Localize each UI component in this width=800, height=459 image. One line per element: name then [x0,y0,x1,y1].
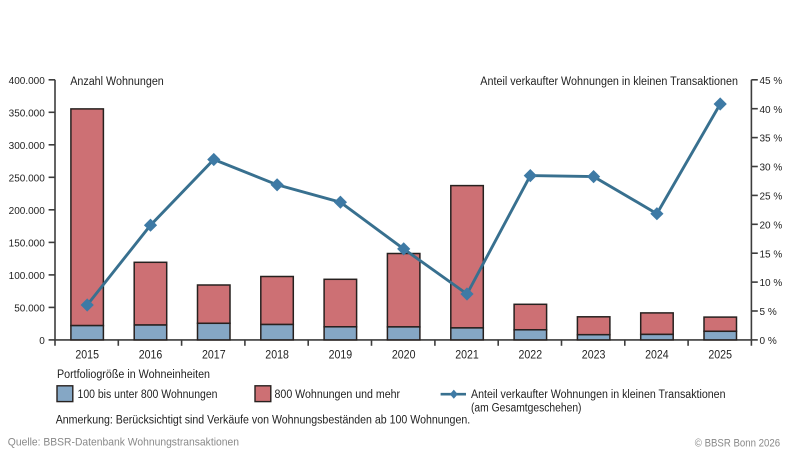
svg-text:Anzahl Wohnungen: Anzahl Wohnungen [70,76,164,88]
svg-text:100.000: 100.000 [9,271,46,282]
svg-text:Quelle: BBSR-Datenbank Wohnung: Quelle: BBSR-Datenbank Wohnungstransakti… [8,436,239,448]
svg-text:150.000: 150.000 [9,239,46,250]
svg-text:2015: 2015 [75,350,99,362]
svg-text:10 %: 10 % [760,278,783,289]
svg-text:2022: 2022 [519,350,543,362]
svg-text:2020: 2020 [392,350,416,362]
svg-text:350.000: 350.000 [9,108,46,119]
svg-text:0 %: 0 % [760,336,777,347]
svg-text:800 Wohnungen und mehr: 800 Wohnungen und mehr [275,389,401,401]
svg-text:45 %: 45 % [760,76,783,87]
svg-text:(am Gesamtgeschehen): (am Gesamtgeschehen) [471,402,582,414]
svg-text:0: 0 [39,336,45,347]
svg-text:2017: 2017 [202,350,226,362]
svg-text:5 %: 5 % [760,307,777,318]
svg-text:50.000: 50.000 [14,304,45,315]
svg-text:Anteil verkaufter Wohnungen in: Anteil verkaufter Wohnungen in kleinen T… [471,389,726,401]
svg-text:2019: 2019 [329,350,353,362]
svg-text:20 %: 20 % [760,220,783,231]
svg-text:400.000: 400.000 [9,76,46,87]
svg-text:15 %: 15 % [760,249,783,260]
svg-text:2023: 2023 [582,350,606,362]
svg-text:250.000: 250.000 [9,173,46,184]
svg-text:100 bis unter 800 Wohnungen: 100 bis unter 800 Wohnungen [78,389,218,401]
svg-text:25 %: 25 % [760,192,783,203]
svg-text:2021: 2021 [455,350,479,362]
svg-text:2016: 2016 [139,350,163,362]
svg-text:2025: 2025 [708,350,732,362]
svg-text:30 %: 30 % [760,163,783,174]
svg-text:© BBSR Bonn 2026: © BBSR Bonn 2026 [695,437,780,449]
svg-text:300.000: 300.000 [9,141,46,152]
svg-text:Anmerkung: Berücksichtigt sind: Anmerkung: Berücksichtigt sind Verkäufe … [56,415,471,427]
svg-text:35 %: 35 % [760,134,783,145]
svg-text:Portfoliogröße in Wohneinheite: Portfoliogröße in Wohneinheiten [57,369,210,381]
svg-text:40 %: 40 % [760,105,783,116]
svg-text:2024: 2024 [645,350,669,362]
svg-text:200.000: 200.000 [9,206,46,217]
svg-text:Anteil verkaufter Wohnungen in: Anteil verkaufter Wohnungen in kleinen T… [480,76,738,88]
svg-text:2018: 2018 [265,350,289,362]
